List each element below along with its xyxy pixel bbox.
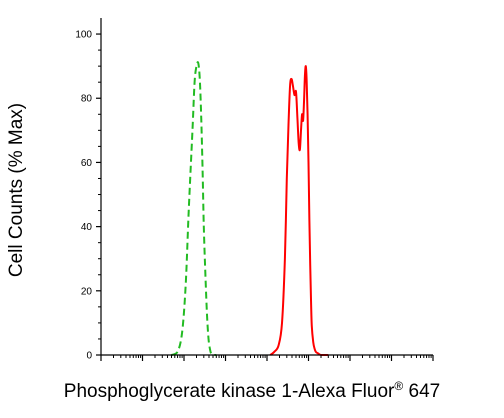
y-axis-label: Cell Counts (% Max) bbox=[6, 103, 27, 277]
x-ticks bbox=[100, 355, 434, 361]
x-axis-label-superscript: ® bbox=[394, 379, 403, 393]
series-control-line bbox=[171, 61, 217, 356]
x-axis-label-suffix: 647 bbox=[403, 381, 440, 402]
y-tick-label: 20 bbox=[81, 286, 93, 297]
y-tick-label: 100 bbox=[75, 30, 92, 41]
y-tick-label: 60 bbox=[81, 158, 93, 169]
y-tick-label: 0 bbox=[86, 351, 92, 362]
y-tick-label: 40 bbox=[81, 222, 93, 233]
y-ticks: 0 20 40 60 80 100 bbox=[75, 30, 101, 362]
y-tick-label: 80 bbox=[81, 94, 93, 105]
x-axis-label: Phosphoglycerate kinase 1-Alexa Fluor® 6… bbox=[64, 379, 440, 402]
x-axis-label-main: Phosphoglycerate kinase 1-Alexa Fluor bbox=[64, 381, 395, 402]
plot-area bbox=[171, 61, 329, 356]
series-sample-line bbox=[269, 65, 329, 356]
